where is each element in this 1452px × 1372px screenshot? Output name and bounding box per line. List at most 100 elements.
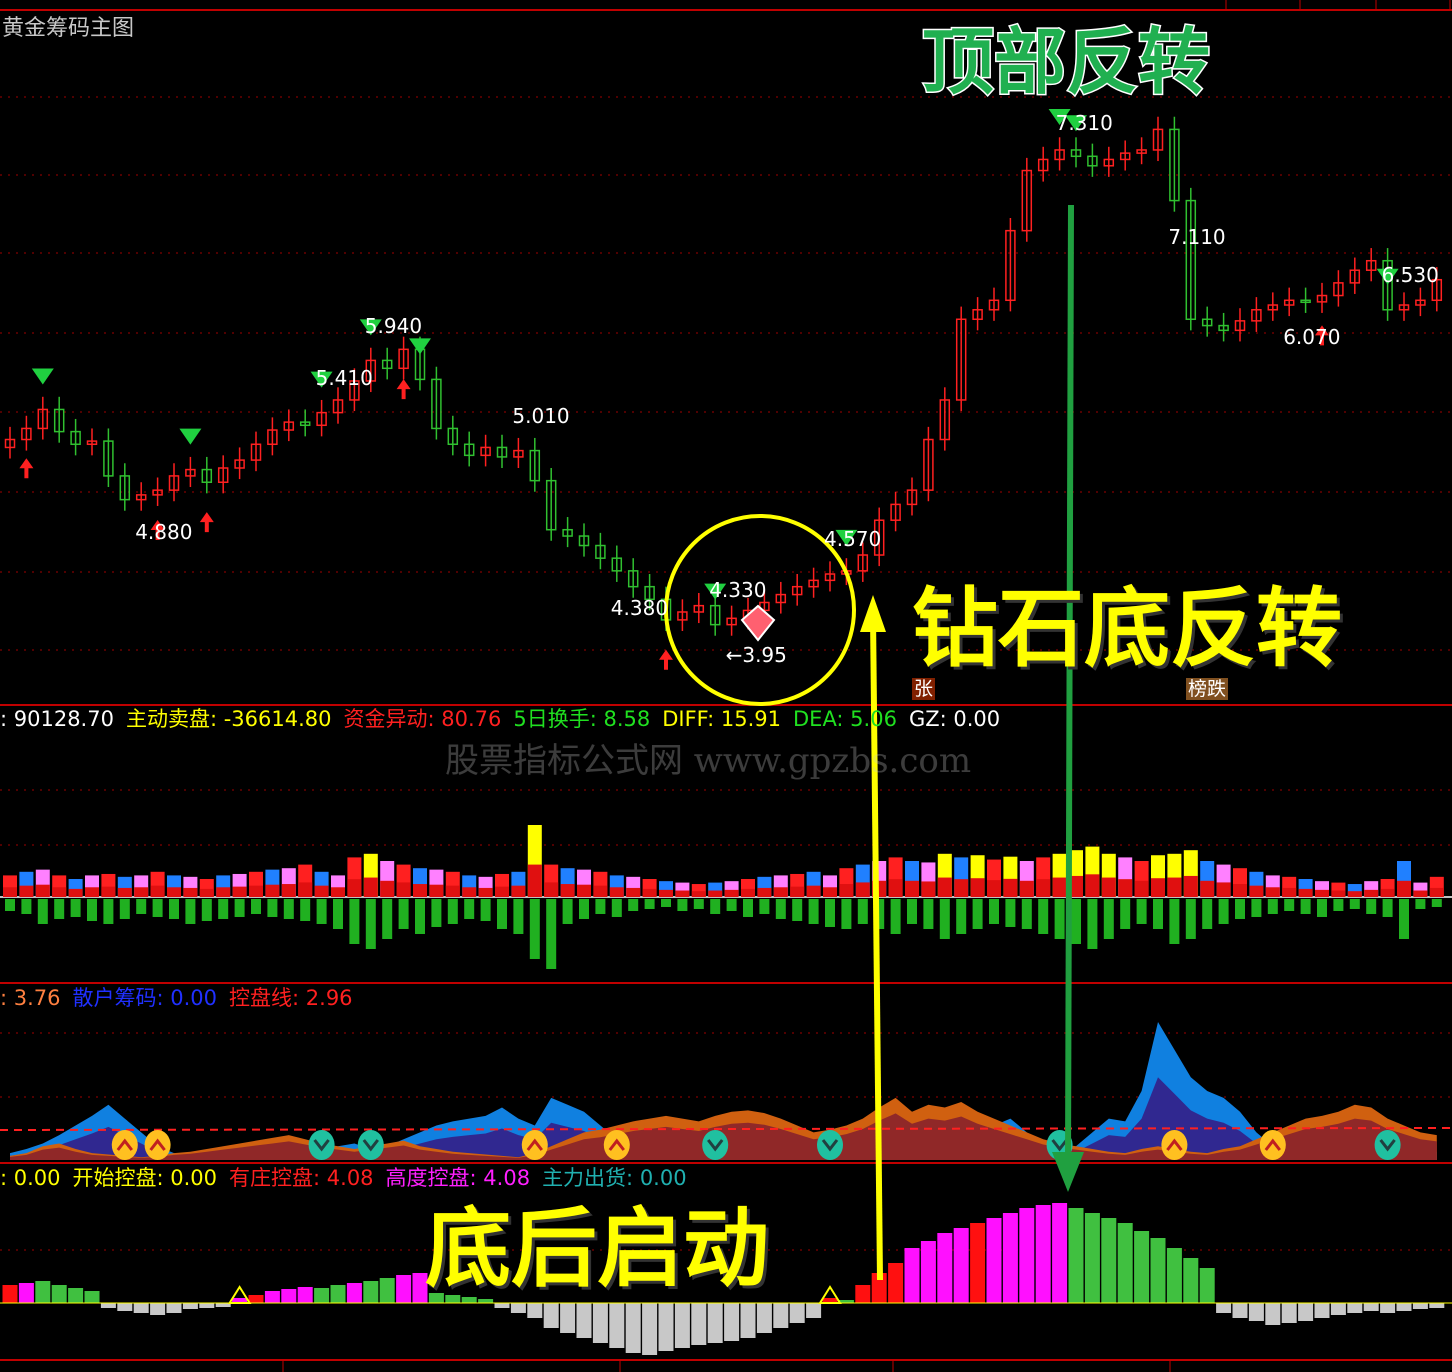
sell-signal-icon (310, 371, 333, 388)
candle-body (1283, 299, 1295, 306)
volume-up-bar-inner (675, 890, 690, 897)
candle-body (1119, 152, 1131, 161)
chip-down-chevron (362, 1139, 379, 1152)
control-bar (1002, 1213, 1018, 1303)
candle-body (1251, 309, 1262, 322)
candle-body (4, 438, 16, 449)
volume-down-bar (513, 899, 524, 934)
candle-body (1431, 278, 1443, 302)
control-bar (1052, 1203, 1068, 1303)
volume-up-bar-inner (1282, 887, 1297, 897)
volume-down-bar (907, 899, 917, 924)
volume-down-bar (1267, 899, 1278, 914)
chip-up-chevron (1264, 1138, 1281, 1151)
volume-up-bar-inner (823, 887, 837, 897)
volume-down-bar (1382, 899, 1393, 917)
chip-down-chevron (1051, 1139, 1068, 1152)
volume-down-bar (743, 899, 753, 917)
control-bar (1216, 1303, 1232, 1313)
volume-up-bar-inner (560, 884, 575, 897)
candle-body (119, 475, 131, 501)
control-bar (494, 1303, 510, 1308)
volume-down-bar (1431, 899, 1442, 907)
volume-down-bar (1317, 899, 1327, 917)
volume-down-bar (1415, 899, 1426, 909)
price-label: 6.070 (1283, 325, 1341, 349)
volume-up-bar-inner (1429, 887, 1444, 897)
volume-down-bar (1054, 899, 1065, 939)
control-bar (576, 1303, 592, 1338)
control-line (0, 1127, 1452, 1131)
candle-body (217, 467, 229, 483)
volume-up-bar-inner (396, 882, 411, 897)
volume-down-bar (693, 899, 704, 909)
volume-up-bar-inner (839, 884, 854, 897)
control-bar (1035, 1205, 1051, 1303)
candle-body (1103, 158, 1115, 167)
volume-up-bar-inner (1380, 888, 1395, 897)
volume-down-bar (595, 899, 606, 914)
control-bar (592, 1303, 608, 1343)
volume-down-bar (1153, 899, 1163, 929)
control-bar (1281, 1303, 1297, 1323)
volume-up-bar-inner (1019, 880, 1034, 897)
volume-down-bar (398, 899, 409, 929)
control-legend: : 0.00 开始控盘: 0.00 有庄控盘: 4.08 高度控盘: 4.08 … (0, 1165, 687, 1191)
candle-body (1333, 282, 1344, 297)
candle-body (939, 399, 951, 441)
volume-up-bar-inner (314, 885, 329, 897)
candle-body (86, 440, 98, 446)
control-bar (428, 1293, 444, 1303)
chip-down-icon (1374, 1130, 1401, 1160)
volume-down-bar (87, 899, 97, 921)
candle-body (1415, 299, 1426, 306)
price-label: 5.410 (315, 365, 373, 390)
candle-body (283, 421, 295, 431)
chip-down-chevron (821, 1139, 839, 1152)
volume-up-bar-inner (806, 885, 821, 897)
legend-item: 散户筹码: 0.00 (72, 986, 218, 1010)
control-bar (396, 1275, 412, 1303)
volume-down-bar (825, 899, 835, 927)
candle-body (316, 411, 327, 427)
volume-down-bar (611, 899, 622, 917)
volume-up-bar-inner (888, 879, 903, 897)
volume-up-bar-inner (150, 885, 165, 897)
candle-body (1382, 259, 1393, 311)
candle-body (1201, 318, 1213, 327)
volume-down-bar (1169, 899, 1180, 944)
chip-up-chevron (526, 1138, 543, 1151)
volume-up-bar-inner (347, 879, 362, 897)
volume-down-bar (1021, 899, 1032, 929)
candle-body (988, 299, 1000, 311)
volume-down-bar (579, 899, 589, 919)
control-bar (100, 1303, 116, 1308)
control-bar (806, 1303, 822, 1318)
volume-down-bar (1218, 899, 1229, 924)
chip-up-icon (1161, 1130, 1188, 1160)
control-bar (1199, 1268, 1215, 1303)
candle-body (677, 611, 688, 621)
candle-body (1152, 128, 1164, 151)
volume-up-bar-inner (249, 885, 263, 897)
candle-body (1021, 169, 1033, 232)
volume-up-bar-inner (1315, 889, 1329, 897)
candle-body (709, 604, 721, 626)
candle-body (447, 427, 459, 446)
control-bar (1068, 1208, 1084, 1303)
candle-body (808, 579, 819, 588)
control-bar (1117, 1223, 1133, 1303)
green-arrow-head (1052, 1152, 1084, 1192)
control-bar (1363, 1303, 1379, 1311)
candle-body (578, 535, 590, 547)
volume-down-bar (956, 899, 967, 934)
volume-up-bar-inner (134, 887, 149, 897)
candle-body (775, 593, 787, 604)
volume-up-bar-inner (363, 877, 378, 897)
post-bottom-start-annotation: 底后启动 (425, 1199, 769, 1299)
candle-body (627, 570, 639, 588)
control-bar (1248, 1303, 1264, 1321)
control-bar (84, 1291, 100, 1303)
volume-down-bar (1185, 899, 1196, 939)
